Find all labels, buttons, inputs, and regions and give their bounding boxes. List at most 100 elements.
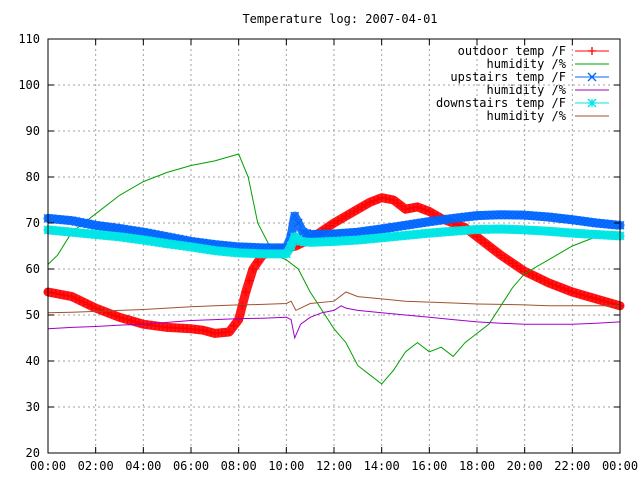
data-point (492, 210, 502, 220)
y-tick-label: 30 (26, 400, 40, 414)
data-point (508, 210, 518, 220)
data-point (103, 308, 112, 317)
data-point (313, 229, 323, 239)
data-point (528, 271, 537, 280)
y-tick-label: 50 (26, 308, 40, 322)
x-tick-label: 12:00 (316, 459, 352, 473)
data-point (59, 291, 68, 300)
data-point (83, 300, 92, 309)
data-point (241, 288, 250, 296)
data-point (238, 301, 247, 310)
y-tick-label: 70 (26, 216, 40, 230)
data-point (47, 214, 57, 224)
data-point (91, 304, 100, 313)
series-4 (43, 224, 625, 259)
data-point (119, 314, 128, 323)
data-point (55, 290, 64, 299)
data-point (401, 205, 410, 214)
data-point (540, 212, 549, 222)
data-point (206, 328, 215, 337)
data-point (95, 305, 104, 314)
data-point (51, 214, 61, 224)
x-tick-label: 02:00 (78, 459, 114, 473)
legend-label: humidity /% (487, 109, 567, 123)
data-point (55, 215, 65, 225)
data-point (476, 211, 486, 220)
data-point (484, 210, 494, 220)
data-point (225, 328, 234, 337)
series-line (47, 305, 621, 340)
data-point (528, 211, 538, 221)
x-tick-label: 00:00 (602, 459, 638, 473)
legend-entry: humidity /% (487, 109, 609, 123)
data-point (596, 296, 605, 305)
data-point (520, 210, 530, 220)
data-point (123, 315, 132, 324)
data-point (115, 313, 124, 322)
data-point (592, 294, 601, 303)
y-tick-label: 90 (26, 124, 40, 138)
legend-marker (588, 47, 596, 55)
data-point (135, 319, 144, 328)
data-point (290, 211, 300, 221)
data-point (59, 215, 69, 225)
data-point (504, 210, 514, 220)
y-tick-label: 100 (18, 78, 40, 92)
data-point (409, 203, 418, 212)
data-point (556, 283, 565, 292)
data-point (524, 211, 534, 220)
data-point (385, 195, 394, 204)
legend-marker (587, 72, 597, 82)
data-point (584, 292, 593, 301)
data-point (111, 311, 120, 320)
series-3 (47, 305, 621, 340)
chart-title: Temperature log: 2007-04-01 (242, 12, 437, 26)
data-point (588, 293, 597, 302)
data-point (611, 220, 621, 230)
data-point (496, 210, 506, 220)
data-point (345, 228, 355, 238)
data-point (599, 219, 609, 229)
data-point (245, 276, 254, 285)
data-point (325, 229, 335, 239)
data-point (552, 281, 561, 290)
data-point (607, 220, 617, 229)
data-point (51, 289, 60, 298)
data-point (488, 210, 498, 220)
legend-label: humidity /% (487, 83, 567, 97)
data-point (421, 205, 430, 214)
data-point (305, 230, 315, 239)
data-point (365, 198, 374, 207)
data-point (544, 278, 553, 287)
data-point (229, 321, 238, 330)
data-point (107, 310, 116, 319)
data-point (67, 292, 76, 301)
data-point (405, 204, 414, 213)
data-point (337, 228, 347, 238)
data-point (413, 202, 422, 211)
legend-label: humidity /% (487, 57, 567, 71)
data-point (381, 194, 390, 203)
data-point (253, 258, 262, 267)
data-point (127, 316, 136, 325)
data-point (480, 210, 490, 220)
data-point (572, 289, 581, 298)
data-point (75, 296, 84, 305)
data-point (603, 219, 613, 229)
data-point (512, 210, 522, 220)
data-point (536, 274, 545, 283)
data-point (286, 241, 296, 251)
data-point (576, 290, 585, 299)
data-point (63, 291, 72, 300)
x-tick-label: 10:00 (268, 459, 304, 473)
data-point (540, 276, 549, 285)
data-point (612, 300, 621, 309)
legend-entry: humidity /% (487, 57, 609, 71)
data-point (234, 315, 243, 324)
data-point (591, 218, 601, 228)
y-tick-label: 40 (26, 354, 40, 368)
data-point (63, 215, 73, 225)
data-point (369, 196, 378, 205)
